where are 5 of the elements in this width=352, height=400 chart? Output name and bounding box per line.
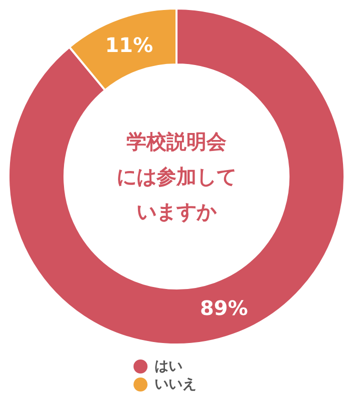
data-label: 11% [105,32,154,57]
legend-label: はい [154,358,182,374]
legend-label: いいえ [154,376,196,392]
data-label: 89% [200,296,248,320]
text: 学校説明会には参加していますか [116,130,236,224]
